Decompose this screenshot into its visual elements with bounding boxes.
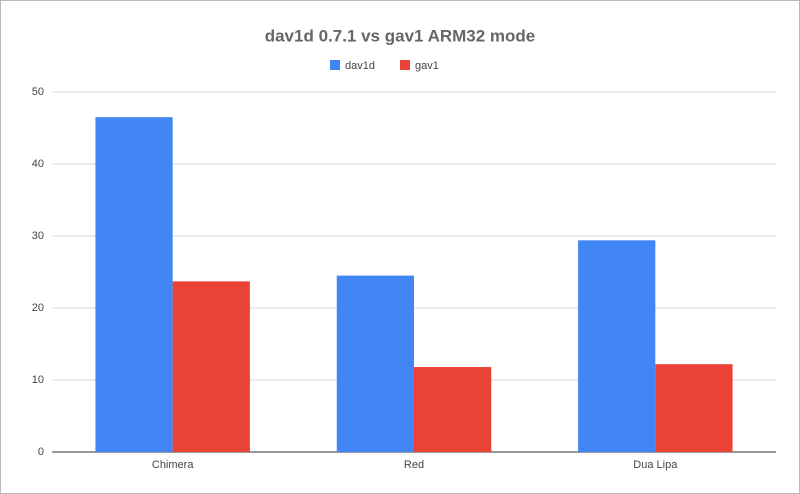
chart-title: dav1d 0.7.1 vs gav1 ARM32 mode bbox=[265, 26, 536, 45]
bar bbox=[578, 240, 656, 452]
y-tick-label: 40 bbox=[32, 158, 44, 170]
bar bbox=[95, 117, 173, 452]
x-tick-label: Red bbox=[404, 459, 424, 471]
x-tick-label: Chimera bbox=[152, 459, 194, 471]
bar bbox=[655, 364, 733, 452]
bar bbox=[172, 281, 250, 452]
legend-label: dav1d bbox=[345, 60, 375, 72]
bar bbox=[414, 367, 492, 452]
legend-swatch bbox=[400, 60, 410, 70]
y-tick-label: 30 bbox=[32, 230, 44, 242]
x-tick-label: Dua Lipa bbox=[633, 459, 678, 471]
y-tick-label: 10 bbox=[32, 374, 44, 386]
legend-label: gav1 bbox=[415, 60, 439, 72]
y-tick-label: 50 bbox=[32, 86, 44, 98]
y-tick-label: 0 bbox=[38, 446, 44, 458]
y-tick-label: 20 bbox=[32, 302, 44, 314]
legend-swatch bbox=[330, 60, 340, 70]
bar bbox=[336, 275, 414, 452]
